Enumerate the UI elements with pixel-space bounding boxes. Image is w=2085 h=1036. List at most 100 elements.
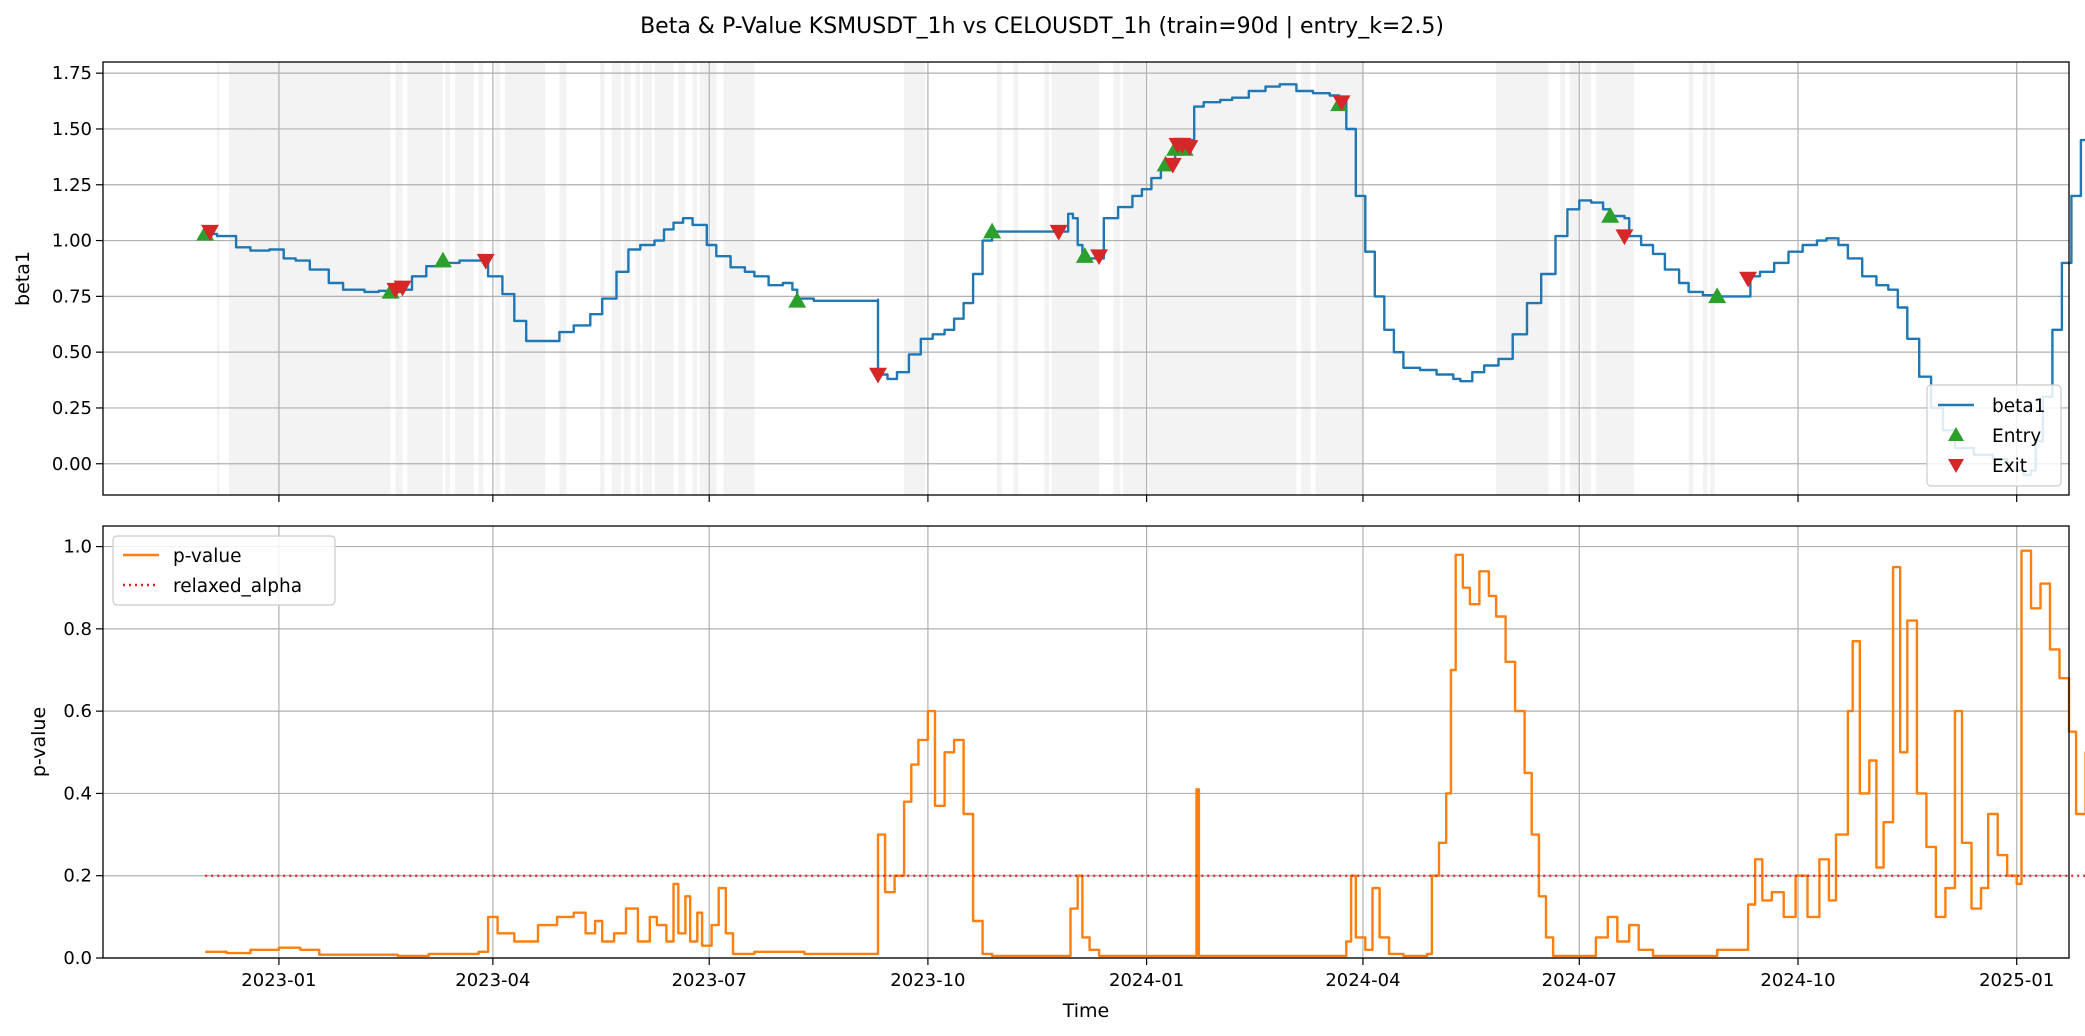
y-tick-label: 0.8 (63, 619, 92, 640)
shaded-interval (1122, 62, 1147, 495)
shaded-interval (1044, 62, 1050, 495)
shaded-interval (1560, 62, 1566, 495)
shaded-interval (1051, 62, 1100, 495)
beta-xticks (278, 495, 2018, 502)
shaded-interval (1315, 62, 1363, 495)
shaded-interval (642, 62, 653, 495)
y-tick-label: 1.25 (52, 175, 92, 196)
shaded-interval (654, 62, 674, 495)
beta-ylabel: beta1 (12, 251, 34, 306)
exit-marker (1739, 271, 1758, 288)
beta1-line (205, 83, 2085, 477)
shaded-interval (1496, 62, 1549, 495)
shaded-interval (692, 62, 698, 495)
legend-label: beta1 (1992, 396, 2046, 417)
pvalue-panel: 0.0 0.2 0.4 0.6 0.8 1.0 2023-01 2023-04 2023-07… (28, 525, 2085, 1022)
legend-label: p-value (173, 546, 241, 567)
shaded-interval (1013, 62, 1019, 495)
figure-title: Beta & P-Value KSMUSDT_1h vs CELOUSDT_1h… (640, 14, 1444, 39)
exit-marker (868, 367, 887, 384)
shaded-interval (1595, 62, 1634, 495)
shaded-interval (478, 62, 484, 495)
exit-marker (1180, 140, 1199, 156)
legend-label: relaxed_alpha (173, 576, 302, 597)
shaded-interval (1113, 62, 1121, 495)
beta-yticks: 0.00 0.25 0.50 0.75 1.00 1.25 1.50 1.75 (52, 63, 103, 475)
y-tick-label: 0.75 (52, 286, 92, 307)
legend-label: Entry (1992, 426, 2041, 447)
p-value-line (205, 549, 2085, 958)
shaded-interval (1301, 62, 1311, 495)
exit-marker (200, 224, 219, 241)
shaded-interval (1148, 62, 1297, 495)
x-tick-label: 2023-07 (672, 970, 747, 991)
shaded-interval (407, 62, 443, 495)
entry-marker (1601, 207, 1620, 223)
entry-marker (788, 291, 807, 308)
x-tick-label: 2025-01 (1979, 970, 2054, 991)
legend-label: Exit (1992, 456, 2027, 477)
time-xlabel: Time (1062, 1000, 1110, 1022)
pvalue-series (205, 549, 2085, 958)
shaded-interval (228, 62, 251, 495)
shaded-interval (623, 62, 631, 495)
shaded-interval (1702, 62, 1708, 495)
y-tick-label: 0.4 (63, 783, 92, 804)
pvalue-axes-frame (102, 525, 2070, 959)
shaded-interval (495, 62, 501, 495)
entry-marker (1708, 287, 1727, 304)
exit-marker (393, 280, 412, 297)
y-tick-label: 1.00 (52, 231, 92, 252)
exit-marker (1049, 224, 1068, 241)
trade-markers (196, 95, 1758, 384)
y-tick-label: 0.2 (63, 866, 92, 887)
exit-marker (476, 253, 495, 270)
shaded-interval (1569, 62, 1580, 495)
x-tick-label: 2024-07 (1542, 970, 1617, 991)
beta-shaded-intervals (217, 62, 1715, 495)
beta-axes-frame (102, 61, 2070, 496)
legend-swatch (1948, 459, 1964, 473)
entry-marker (433, 251, 452, 268)
exit-marker (1332, 95, 1351, 112)
y-tick-label: 0.0 (63, 948, 92, 969)
y-tick-label: 0.00 (52, 454, 92, 475)
beta-panel: 0.00 0.25 0.50 0.75 1.00 1.25 1.50 1.75 beta1 b… (12, 61, 2085, 502)
shaded-interval (1688, 62, 1694, 495)
shaded-interval (904, 62, 926, 495)
y-tick-label: 0.25 (52, 398, 92, 419)
shaded-interval (996, 62, 1002, 495)
shaded-interval (504, 62, 546, 495)
shaded-interval (599, 62, 605, 495)
shaded-interval (217, 62, 220, 495)
shaded-interval (1710, 62, 1715, 495)
beta-series (205, 83, 2085, 477)
exit-marker (1615, 229, 1634, 246)
legend-box (112, 535, 336, 606)
shaded-interval (445, 62, 451, 495)
shaded-interval (1581, 62, 1592, 495)
legend-swatch (1948, 427, 1964, 441)
beta-legend: beta1 Entry Exit (1926, 384, 2062, 487)
pvalue-yticks: 0.0 0.2 0.4 0.6 0.8 1.0 (63, 537, 103, 969)
y-tick-label: 0.6 (63, 701, 92, 722)
y-tick-label: 1.50 (52, 119, 92, 140)
shaded-interval (678, 62, 686, 495)
shaded-interval (723, 62, 755, 495)
shaded-interval (559, 62, 567, 495)
y-tick-label: 1.0 (63, 537, 92, 558)
x-tick-label: 2024-04 (1325, 970, 1400, 991)
shaded-interval (454, 62, 474, 495)
pvalue-ylabel: p-value (28, 707, 50, 777)
shaded-interval (250, 62, 391, 495)
x-tick-label: 2023-10 (890, 970, 965, 991)
y-tick-label: 0.50 (52, 342, 92, 363)
x-tick-label: 2023-01 (241, 970, 316, 991)
entry-marker (983, 222, 1002, 239)
x-tick-label: 2023-04 (455, 970, 530, 991)
exit-marker (1090, 249, 1109, 266)
shaded-interval (635, 62, 641, 495)
x-tick-label: 2024-01 (1109, 970, 1184, 991)
shaded-interval (395, 62, 403, 495)
